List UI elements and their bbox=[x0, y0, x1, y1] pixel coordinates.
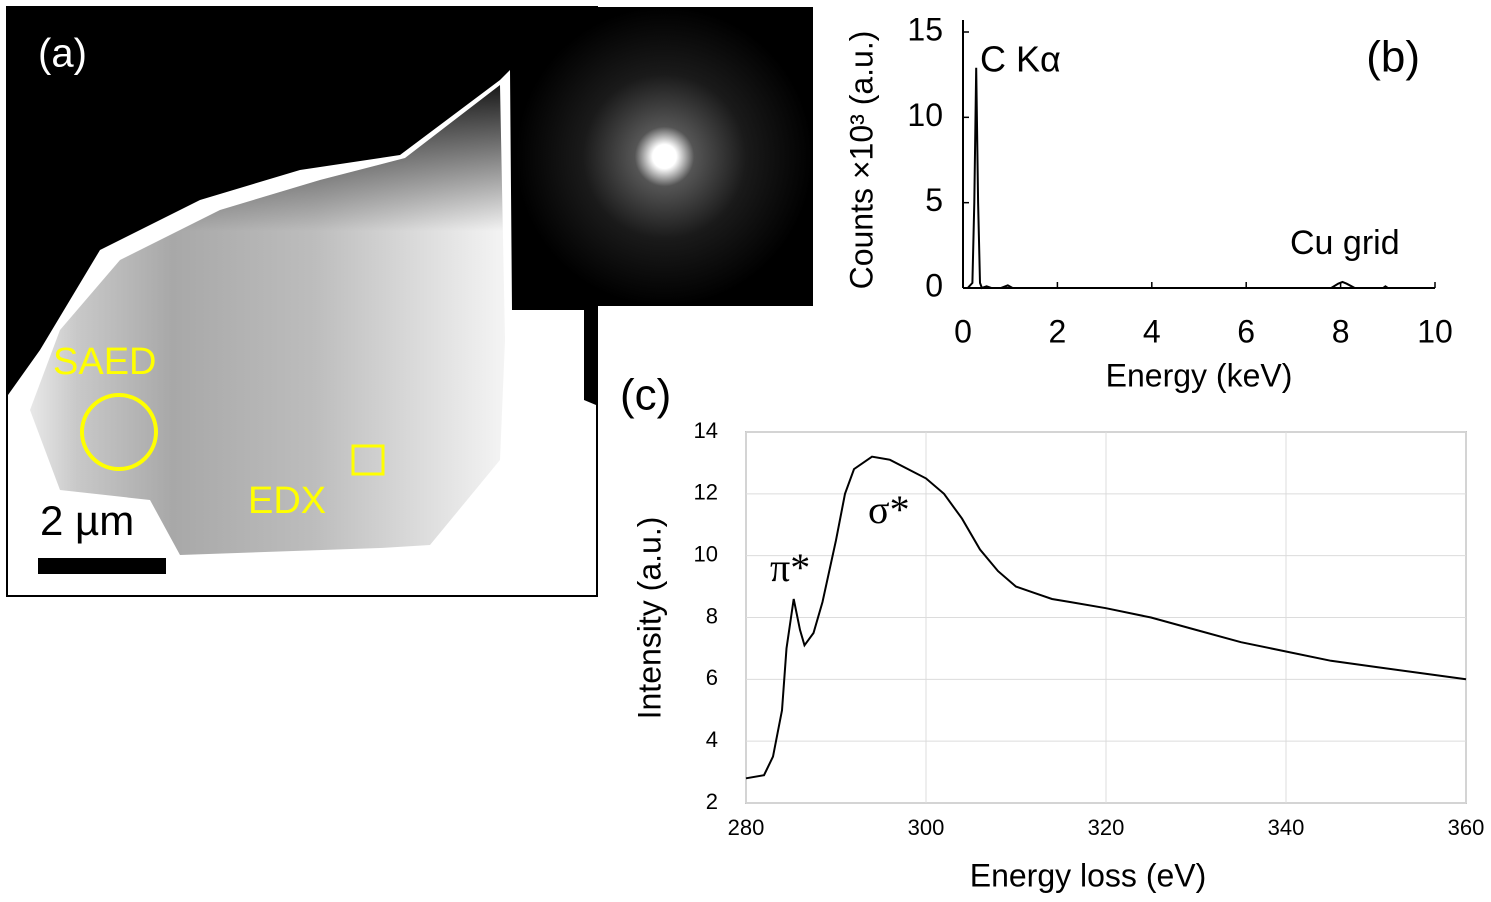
x-tick-label: 320 bbox=[1088, 815, 1125, 840]
y-axis-label: Intensity (a.u.) bbox=[631, 517, 667, 720]
x-tick-label: 4 bbox=[1143, 313, 1161, 349]
y-tick-label: 15 bbox=[907, 11, 943, 47]
annotation: C Kα bbox=[980, 39, 1061, 80]
panel-label: (a) bbox=[38, 32, 87, 76]
annotation: σ* bbox=[868, 487, 910, 532]
x-tick-label: 6 bbox=[1237, 313, 1255, 349]
scale-bar bbox=[38, 558, 166, 574]
sample-shade bbox=[30, 85, 505, 410]
y-tick-label: 12 bbox=[694, 480, 718, 505]
saed-inset bbox=[516, 7, 813, 306]
panel-label: (b) bbox=[1366, 33, 1420, 82]
x-tick-label: 340 bbox=[1268, 815, 1305, 840]
panel-label: (c) bbox=[620, 371, 671, 420]
saed-circle bbox=[80, 393, 158, 471]
x-tick-label: 360 bbox=[1448, 815, 1485, 840]
y-tick-label: 10 bbox=[694, 541, 718, 566]
x-tick-label: 8 bbox=[1332, 313, 1350, 349]
y-tick-label: 2 bbox=[706, 789, 718, 814]
y-tick-label: 6 bbox=[706, 665, 718, 690]
data-line bbox=[963, 67, 1435, 290]
y-tick-label: 8 bbox=[706, 603, 718, 628]
x-tick-label: 10 bbox=[1417, 313, 1453, 349]
x-tick-label: 300 bbox=[908, 815, 945, 840]
edx-box bbox=[351, 444, 385, 476]
y-tick-label: 4 bbox=[706, 727, 718, 752]
x-tick-label: 0 bbox=[954, 313, 972, 349]
edx-label: EDX bbox=[248, 480, 326, 522]
annotation: Cu grid bbox=[1290, 224, 1400, 262]
x-tick-label: 2 bbox=[1049, 313, 1067, 349]
y-tick-label: 5 bbox=[925, 182, 943, 218]
data-line bbox=[745, 455, 1467, 780]
saed-label: SAED bbox=[53, 341, 156, 383]
y-tick-label: 0 bbox=[925, 267, 943, 303]
chart: 0 2 4 6 8 10 0 5 10 15 Energy (keV) Counts ×10³ (a.… bbox=[843, 11, 1452, 393]
annotation: π* bbox=[770, 545, 810, 590]
panel-a: (a) SAED EDX 2 µm bbox=[6, 6, 813, 597]
scale-label: 2 µm bbox=[40, 497, 134, 544]
chart: 280 300 320 340 360 2 4 6 8 10 12 14 Energy loss (eV… bbox=[620, 371, 1484, 894]
y-tick-label: 10 bbox=[907, 97, 943, 133]
x-tick-label: 280 bbox=[728, 815, 765, 840]
y-axis-label: Counts ×10³ (a.u.) bbox=[843, 31, 879, 290]
x-axis-label: Energy loss (eV) bbox=[970, 857, 1207, 893]
y-tick-label: 14 bbox=[694, 418, 718, 443]
x-axis-label: Energy (keV) bbox=[1106, 357, 1293, 393]
